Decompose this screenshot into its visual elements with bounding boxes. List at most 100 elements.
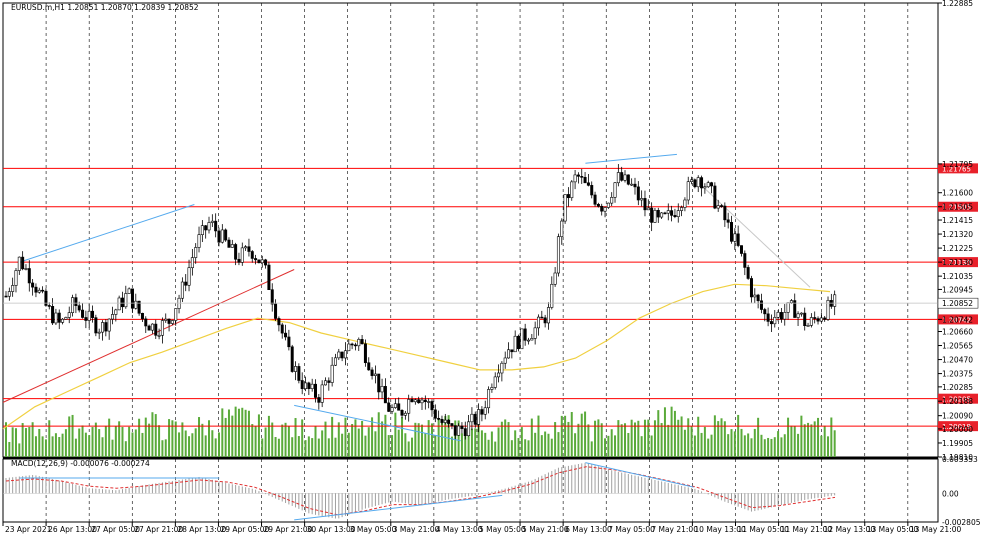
- candle-body: [819, 317, 823, 322]
- volume-bar: [757, 417, 760, 457]
- candle-body: [603, 207, 607, 212]
- candle-body: [487, 389, 491, 409]
- volume-bar: [510, 440, 513, 457]
- volume-bar: [94, 422, 97, 457]
- candle-body: [759, 300, 763, 310]
- volume-bar: [700, 432, 703, 457]
- candle-body: [526, 339, 530, 342]
- volume-bar: [307, 436, 310, 457]
- volume-bar: [770, 438, 773, 457]
- volume-bar: [823, 425, 826, 457]
- volume-bar: [450, 436, 453, 457]
- candle-body: [766, 313, 770, 322]
- volume-bar: [128, 426, 131, 457]
- volume-bar: [414, 422, 417, 457]
- candle-body: [250, 251, 254, 259]
- volume-bar: [114, 426, 117, 457]
- volume-bar: [327, 438, 330, 457]
- price-tick-label: 1.21225: [942, 244, 973, 253]
- volume-bar: [480, 430, 483, 457]
- level-label: 1.21765: [942, 165, 971, 173]
- volume-bar: [697, 416, 700, 457]
- candle-body: [380, 386, 384, 393]
- volume-bar: [134, 429, 137, 457]
- price-tick-label: 1.22885: [942, 0, 973, 8]
- candle-body: [180, 281, 184, 299]
- candle-body: [646, 207, 650, 211]
- candle-body: [194, 247, 198, 258]
- price-tick-label: 1.21505: [942, 203, 973, 212]
- candle-body: [294, 366, 298, 372]
- candle-body: [160, 320, 164, 336]
- candle-body: [101, 322, 105, 333]
- volume-bar: [411, 437, 414, 457]
- level-label: 1.20205: [942, 396, 971, 404]
- volume-bar: [314, 426, 317, 457]
- candle-body: [104, 322, 108, 332]
- volume-bar: [610, 429, 613, 457]
- candle-body: [204, 225, 208, 231]
- level-label: 1.21505: [942, 204, 971, 212]
- candle-body: [137, 300, 141, 314]
- candle-body: [826, 300, 830, 320]
- horizontal-levels[interactable]: 1.21765 1.21505 1.21130 1.20742 1.20205 1.200…: [3, 163, 978, 432]
- volume-bar: [600, 423, 603, 457]
- volume-bar: [257, 414, 260, 457]
- candle-body: [809, 317, 813, 326]
- volume-bar: [44, 439, 47, 457]
- candle-body: [593, 194, 597, 205]
- volume-bar: [703, 426, 706, 457]
- candle-body: [91, 310, 95, 318]
- volume-bar: [11, 427, 14, 457]
- volume-bar: [151, 412, 154, 457]
- candle-body: [440, 419, 444, 423]
- volume-bar: [663, 407, 666, 457]
- volume-bar: [537, 415, 540, 457]
- candle-body: [503, 357, 507, 364]
- volume-bar: [387, 435, 390, 457]
- candle-body: [197, 234, 201, 248]
- candle-body: [107, 318, 111, 332]
- macd-tick-label: 0.00: [942, 489, 959, 498]
- candle-body: [127, 288, 131, 294]
- time-tick-label: 12 May 13:00: [824, 525, 876, 534]
- volume-bar: [614, 435, 617, 457]
- time-tick-label: 13 May 21:00: [910, 525, 962, 534]
- volume-bar: [181, 422, 184, 457]
- trend-lines[interactable]: [2, 153, 811, 442]
- candle-body: [184, 281, 188, 286]
- volume-bar: [221, 408, 224, 457]
- volume-bar: [833, 430, 836, 457]
- candle-body: [576, 174, 580, 177]
- volume-bar: [657, 410, 660, 457]
- candle-body: [134, 300, 138, 309]
- candle-body: [284, 332, 288, 338]
- candle-body: [420, 399, 424, 404]
- trend-line-blue: [19, 204, 195, 263]
- volume-bar: [753, 428, 756, 457]
- volume-bar: [357, 428, 360, 457]
- candle-body: [277, 318, 281, 326]
- candle-body: [793, 300, 797, 318]
- candle-body: [164, 318, 168, 321]
- candle-body: [64, 317, 68, 320]
- current-price-tag: [937, 297, 979, 309]
- candle-body: [513, 335, 517, 353]
- candle-body: [343, 350, 347, 359]
- candle-body: [746, 267, 750, 279]
- macd-panel: [3, 462, 836, 521]
- candle-body: [377, 373, 381, 393]
- volume-bar: [490, 431, 493, 457]
- volume-bar: [264, 427, 267, 457]
- candle-body: [749, 278, 753, 298]
- candle-body: [67, 312, 71, 318]
- volume-bar: [28, 427, 31, 457]
- volume-bar: [653, 420, 656, 457]
- candle-body: [240, 247, 244, 263]
- candle-body: [81, 309, 85, 318]
- time-tick-label: 4 May 13:00: [436, 525, 483, 534]
- price-tick-label: 1.21035: [942, 272, 973, 281]
- volume-bar: [667, 424, 670, 457]
- volume-bar: [647, 419, 650, 457]
